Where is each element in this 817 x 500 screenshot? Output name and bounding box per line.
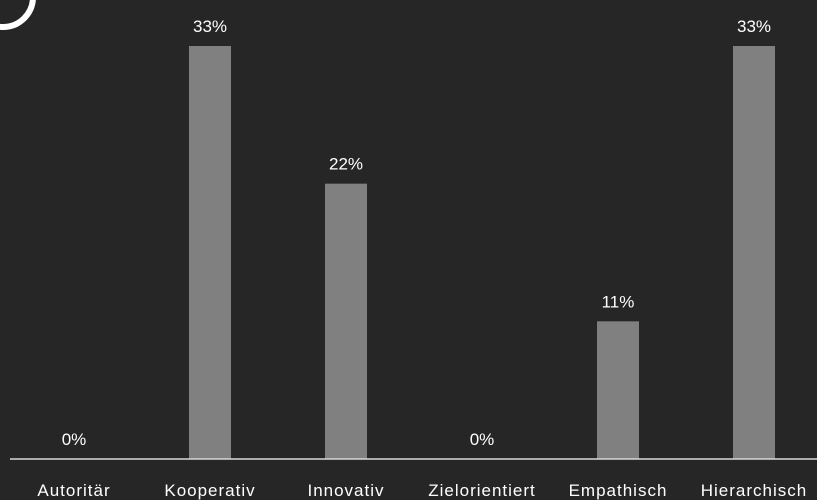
category-label-hierarchisch: Hierarchisch [701,481,807,500]
value-label-zielorientiert: 0% [470,430,495,449]
bars-layer [189,46,775,459]
category-label-kooperativ: Kooperativ [164,481,255,500]
value-label-innovativ: 22% [329,155,363,174]
category-label-autoritaer: Autoritär [37,481,110,500]
category-labels-layer: Autoritär Kooperativ Innovativ Zielorientie… [37,481,807,500]
value-label-empathisch: 11% [602,292,635,311]
category-label-zielorientiert: Zielorientiert [428,481,536,500]
value-label-kooperativ: 33% [193,17,227,36]
value-label-autoritaer: 0% [62,430,87,449]
value-labels-layer: 0% 33% 22% 0% 11% 33% [62,17,771,449]
bar-empathisch [597,321,639,459]
category-label-innovativ: Innovativ [307,481,384,500]
value-label-hierarchisch: 33% [737,17,771,36]
bar-innovativ [325,183,367,459]
bar-hierarchisch [733,46,775,459]
category-label-empathisch: Empathisch [569,481,668,500]
bar-kooperativ [189,46,231,459]
